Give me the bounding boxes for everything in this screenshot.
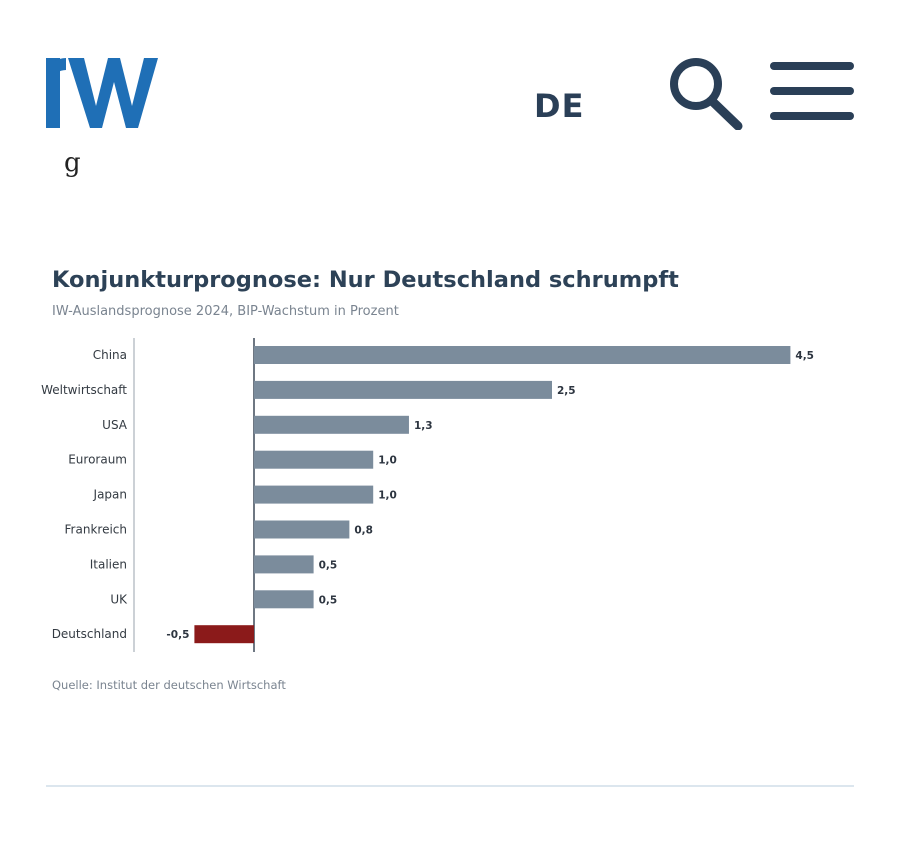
bar-weltwirtschaft — [254, 380, 552, 399]
language-switch[interactable]: DE — [534, 87, 585, 125]
category-label: Frankreich — [65, 523, 127, 537]
search-icon[interactable] — [668, 56, 744, 130]
category-label: UK — [110, 592, 128, 606]
category-label: China — [93, 348, 127, 362]
value-label: 0,5 — [319, 594, 338, 606]
bar-euroraum — [254, 450, 374, 469]
value-label: 1,3 — [414, 420, 433, 432]
bar-uk — [254, 590, 314, 609]
value-label: 0,8 — [354, 525, 373, 537]
category-label: Italien — [90, 557, 127, 571]
category-label: Euroraum — [68, 453, 127, 467]
category-label: Deutschland — [52, 627, 127, 641]
value-label: 2,5 — [557, 385, 576, 397]
value-label: 0,5 — [319, 559, 338, 571]
cropped-text-fragment: g — [64, 148, 81, 178]
hamburger-menu-icon[interactable] — [770, 62, 856, 124]
value-label: -0,5 — [166, 629, 189, 641]
iw-logo[interactable]: IW — [46, 56, 158, 130]
value-label: 4,5 — [795, 350, 814, 362]
category-label: USA — [102, 418, 128, 432]
value-label: 1,0 — [378, 455, 397, 467]
chart-title: Konjunkturprognose: Nur Deutschland schr… — [52, 267, 679, 293]
value-label: 1,0 — [378, 490, 397, 502]
category-label: Weltwirtschaft — [41, 383, 127, 397]
category-label: Japan — [93, 488, 127, 502]
chart-subtitle: IW-Auslandsprognose 2024, BIP-Wachstum i… — [52, 304, 399, 319]
divider — [46, 785, 854, 787]
chart-source: Quelle: Institut der deutschen Wirtschaf… — [52, 678, 286, 692]
bar-japan — [254, 485, 374, 504]
bar-china — [254, 346, 791, 364]
bar-deutschland — [194, 625, 254, 644]
bar-usa — [254, 415, 409, 434]
bar-italien — [254, 555, 314, 574]
bar-frankreich — [254, 520, 350, 539]
